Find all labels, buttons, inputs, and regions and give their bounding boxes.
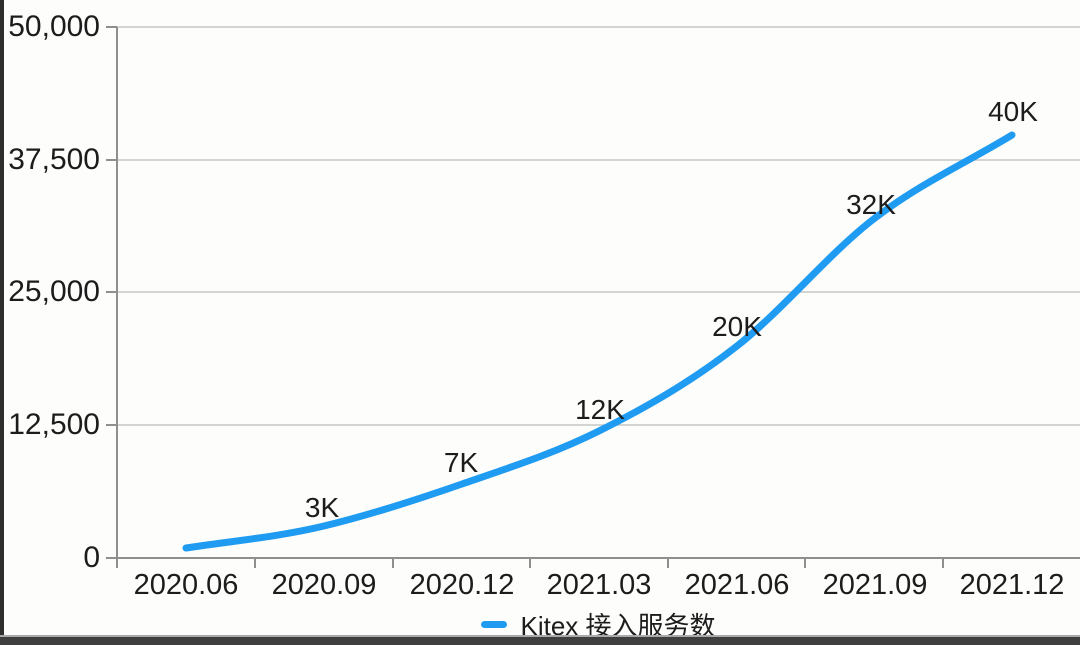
y-axis-label-12500: 12,500 xyxy=(8,408,100,441)
y-axis-label-0: 0 xyxy=(83,541,100,574)
data-label-32k: 32K xyxy=(846,189,896,220)
data-label-12k: 12K xyxy=(575,394,625,425)
data-label-7k: 7K xyxy=(443,447,479,478)
screen-bottom-bar xyxy=(0,635,1080,645)
x-axis-label-2021-06: 2021.06 xyxy=(684,569,790,601)
x-axis-label-2021-12: 2021.12 xyxy=(959,569,1065,601)
y-axis-label-25000: 25,000 xyxy=(8,275,100,308)
x-axis-label-2021-03: 2021.03 xyxy=(546,569,652,601)
screen-left-edge-strip xyxy=(0,0,4,645)
x-axis-label-2020-12: 2020.12 xyxy=(409,569,515,601)
x-axis-label-2021-09: 2021.09 xyxy=(822,569,928,601)
data-label-3k: 3K xyxy=(304,492,340,523)
y-axis-label-50000: 50,000 xyxy=(8,10,100,43)
y-axis-label-37500: 37,500 xyxy=(8,143,100,176)
x-axis-label-2020-06: 2020.06 xyxy=(133,569,239,601)
data-label-40k: 40K xyxy=(988,96,1038,127)
series-line-kitex xyxy=(182,131,1016,552)
legend-line-marker xyxy=(481,621,508,628)
x-axis-label-2020-09: 2020.09 xyxy=(271,569,377,601)
data-label-20k: 20K xyxy=(712,311,762,342)
